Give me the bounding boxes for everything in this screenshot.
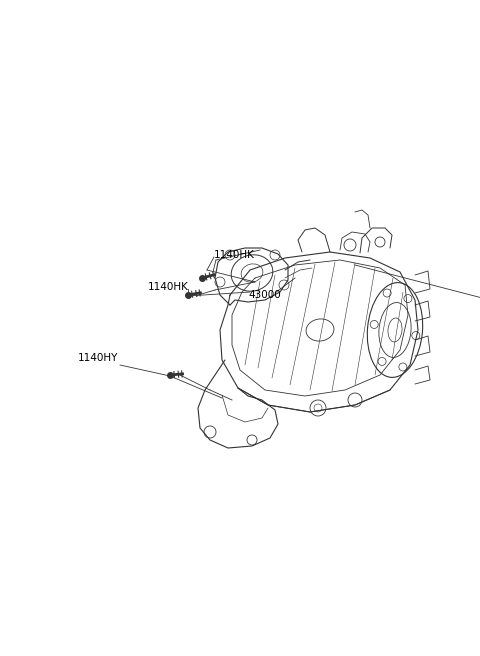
Text: 1140HY: 1140HY bbox=[78, 353, 119, 363]
Text: 1140HK: 1140HK bbox=[148, 282, 189, 292]
Text: 43000: 43000 bbox=[248, 290, 281, 300]
Text: 1140HK: 1140HK bbox=[214, 250, 255, 260]
